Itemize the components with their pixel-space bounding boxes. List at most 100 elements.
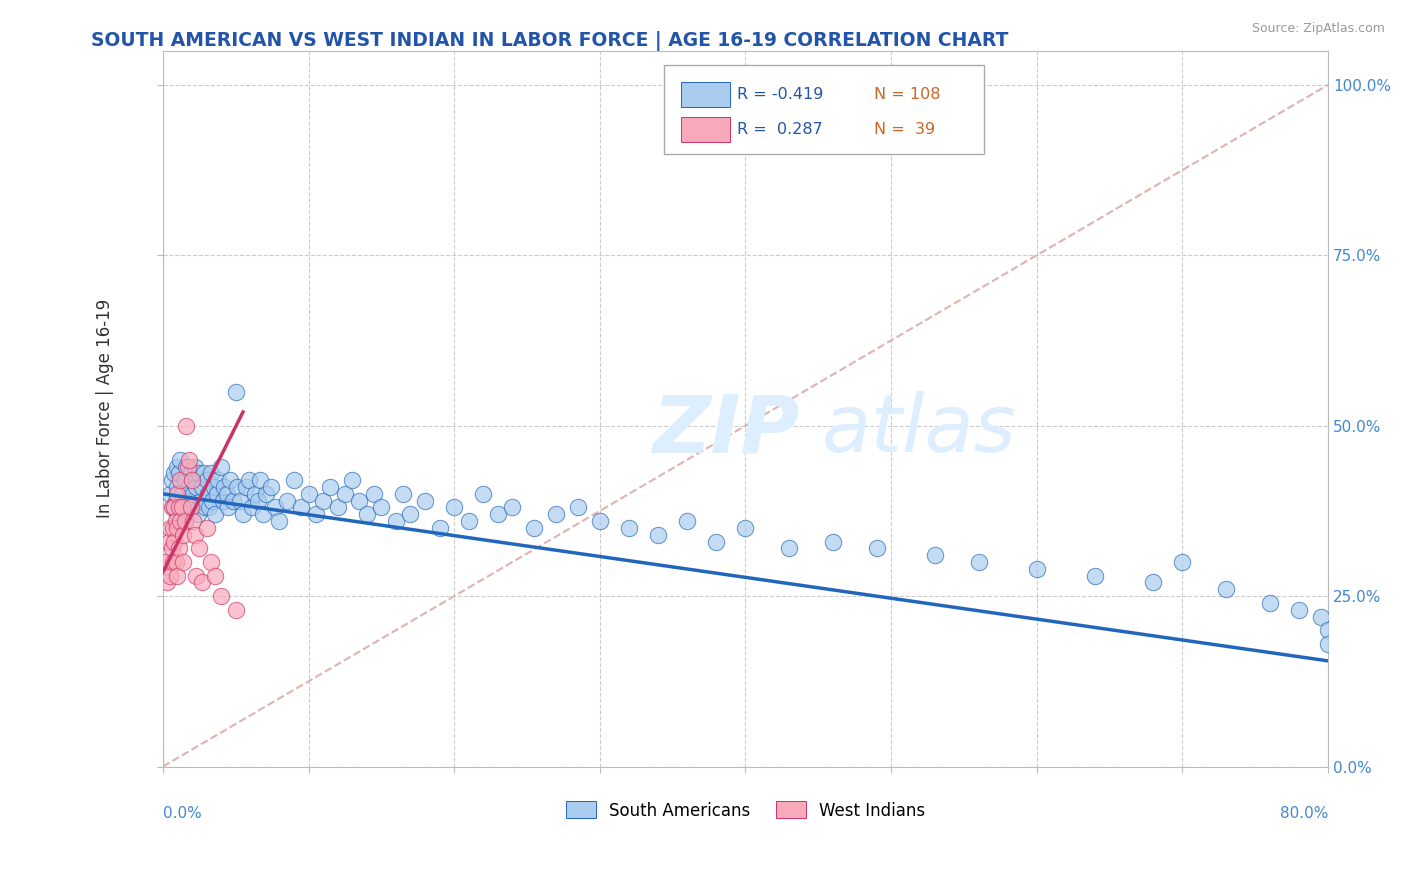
Point [162, 555, 184, 569]
Point [865, 541, 887, 556]
Point [356, 508, 378, 522]
Point [160, 500, 183, 515]
Point [177, 452, 200, 467]
Point [229, 493, 252, 508]
Point [159, 521, 181, 535]
Point [523, 521, 546, 535]
Point [1309, 609, 1331, 624]
Point [166, 508, 188, 522]
Point [163, 500, 186, 515]
Point [163, 467, 186, 481]
Point [191, 575, 214, 590]
Text: atlas: atlas [821, 391, 1017, 469]
Point [1171, 555, 1194, 569]
Point [167, 467, 190, 481]
Point [188, 541, 211, 556]
Point [319, 480, 342, 494]
Text: N =  39: N = 39 [873, 122, 935, 137]
Point [197, 487, 219, 501]
Legend: South Americans, West Indians: South Americans, West Indians [560, 795, 932, 826]
Point [157, 534, 180, 549]
Point [486, 508, 509, 522]
Point [173, 514, 195, 528]
Point [333, 487, 356, 501]
Point [183, 487, 205, 501]
Point [967, 555, 990, 569]
Text: R = -0.419: R = -0.419 [737, 87, 824, 102]
Point [169, 514, 191, 528]
Point [181, 500, 204, 515]
Point [173, 514, 195, 528]
Point [200, 555, 222, 569]
Point [264, 500, 287, 515]
FancyBboxPatch shape [682, 82, 730, 106]
Point [399, 508, 422, 522]
Point [363, 487, 385, 501]
Point [1317, 624, 1340, 638]
Point [647, 527, 669, 541]
Point [821, 534, 844, 549]
Point [249, 473, 271, 487]
Point [166, 480, 188, 494]
Point [676, 514, 699, 528]
Point [172, 527, 194, 541]
Point [252, 508, 274, 522]
Point [198, 500, 221, 515]
Point [290, 500, 312, 515]
Point [269, 514, 291, 528]
Point [174, 459, 197, 474]
Point [457, 514, 479, 528]
Point [501, 500, 523, 515]
Point [546, 508, 568, 522]
Point [190, 493, 212, 508]
Point [443, 500, 465, 515]
Point [195, 521, 218, 535]
Point [162, 500, 184, 515]
Point [207, 473, 229, 487]
Point [240, 500, 263, 515]
Point [1258, 596, 1281, 610]
Point [166, 568, 188, 582]
Point [159, 487, 181, 501]
Point [342, 473, 364, 487]
Point [191, 480, 214, 494]
Point [567, 500, 589, 515]
Text: N = 108: N = 108 [873, 87, 941, 102]
Point [209, 589, 232, 603]
Point [1215, 582, 1237, 597]
Point [226, 480, 249, 494]
Point [778, 541, 800, 556]
Point [429, 521, 451, 535]
Point [167, 541, 190, 556]
Point [184, 527, 207, 541]
Point [246, 493, 269, 508]
Point [180, 500, 202, 515]
Text: 80.0%: 80.0% [1279, 806, 1329, 821]
Point [1084, 568, 1107, 582]
Point [184, 459, 207, 474]
Point [172, 555, 194, 569]
Point [326, 500, 349, 515]
Point [156, 575, 179, 590]
Point [283, 473, 305, 487]
Point [160, 541, 183, 556]
Point [155, 555, 177, 569]
Point [312, 493, 335, 508]
Point [170, 500, 193, 515]
Point [177, 480, 200, 494]
Point [170, 487, 193, 501]
Point [166, 521, 188, 535]
Point [276, 493, 298, 508]
Point [169, 473, 191, 487]
Point [211, 493, 233, 508]
Point [159, 568, 181, 582]
Point [166, 487, 188, 501]
Point [201, 493, 224, 508]
Point [176, 459, 198, 474]
Point [617, 521, 640, 535]
FancyBboxPatch shape [664, 65, 984, 154]
Point [188, 467, 211, 481]
Point [193, 467, 215, 481]
Point [217, 500, 239, 515]
Point [225, 603, 247, 617]
